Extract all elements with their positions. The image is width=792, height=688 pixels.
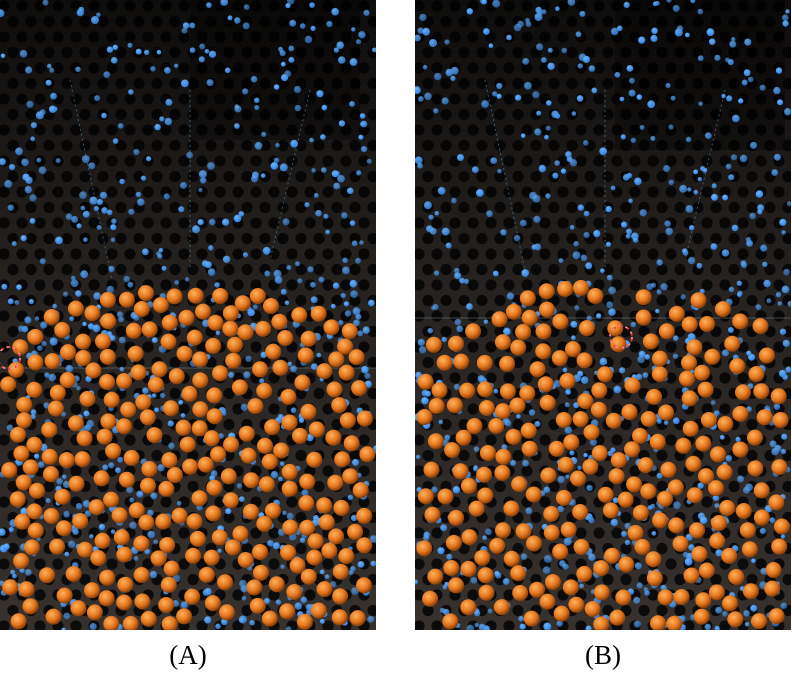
particle-photo-a	[0, 0, 376, 630]
caption-b: (B)	[585, 640, 621, 670]
large-particles	[0, 285, 376, 630]
guide-lines	[69, 79, 311, 281]
caption-a: (A)	[169, 640, 207, 670]
lighting-shade	[415, 0, 791, 630]
photo-panel-a	[0, 0, 376, 630]
photo-panel-b	[415, 0, 791, 630]
large-particles	[416, 279, 790, 630]
particle-photo-b	[415, 0, 791, 630]
guide-lines	[484, 79, 726, 281]
